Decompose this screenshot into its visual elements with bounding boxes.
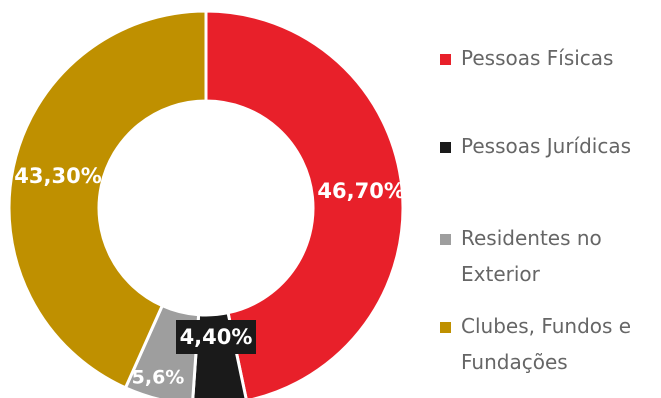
- data-label-background: [176, 320, 256, 354]
- donut-slice-3: [7, 9, 208, 390]
- data-label-2: 5,6%: [132, 367, 185, 389]
- data-label-3: 43,30%: [14, 164, 101, 188]
- data-label-1: 4,40%: [180, 325, 253, 349]
- legend-item-pessoas-fisicas: Pessoas Físicas: [440, 40, 661, 76]
- legend-label: Pessoas Jurídicas: [461, 134, 632, 158]
- legend-item-pessoas-juridicas: Pessoas Jurídicas: [440, 128, 661, 164]
- donut-chart: 46,70% 4,40% 5,6% 43,30%: [7, 9, 405, 398]
- legend-label: Residentes no Exterior: [461, 226, 602, 286]
- donut-slice-0: [204, 9, 405, 398]
- data-label-0: 46,70%: [317, 179, 404, 203]
- legend-swatch: [440, 322, 451, 333]
- legend-swatch: [440, 54, 451, 65]
- legend-label: Clubes, Fundos e Fundações: [461, 314, 632, 374]
- legend-label: Pessoas Físicas: [461, 46, 614, 70]
- legend-item-residentes-exterior: Residentes no Exterior: [440, 220, 631, 292]
- legend-swatch: [440, 234, 451, 245]
- legend-swatch: [440, 142, 451, 153]
- legend-item-clubes-fundos: Clubes, Fundos e Fundações: [440, 308, 651, 380]
